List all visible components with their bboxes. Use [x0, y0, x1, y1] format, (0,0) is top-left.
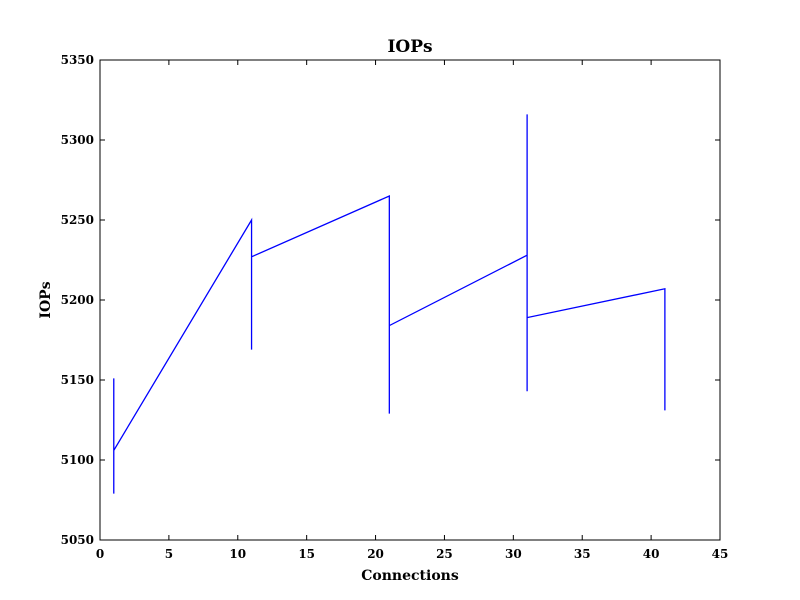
y-tick-label: 5300	[61, 133, 94, 147]
y-tick-label: 5200	[61, 293, 94, 307]
x-tick-label: 35	[574, 547, 591, 561]
plot-frame	[99, 59, 721, 541]
y-axis-label: IOPs	[38, 281, 54, 318]
series-layer	[113, 114, 666, 494]
x-tick-label: 15	[298, 547, 315, 561]
x-tick-label: 40	[643, 547, 660, 561]
x-tick-label: 5	[165, 547, 173, 561]
chart-title: IOPs	[387, 37, 432, 57]
ticks-layer: 0 5 10 15 20 25 30 35 40 45 5050 5100 5150 5200 5250 53…	[61, 53, 729, 561]
x-tick-label: 45	[712, 547, 729, 561]
y-tick-label: 5050	[61, 533, 94, 547]
x-tick-label: 20	[367, 547, 384, 561]
y-tick-label: 5100	[61, 453, 94, 467]
y-tick-label: 5150	[61, 373, 94, 387]
x-tick-label: 10	[229, 547, 246, 561]
x-tick-label: 0	[96, 547, 104, 561]
x-tick-label: 30	[505, 547, 522, 561]
x-axis-label: Connections	[361, 568, 459, 584]
y-tick-label: 5250	[61, 213, 94, 227]
series-line-0	[113, 114, 666, 494]
y-tick-label: 5350	[61, 53, 94, 67]
x-tick-label: 25	[436, 547, 453, 561]
